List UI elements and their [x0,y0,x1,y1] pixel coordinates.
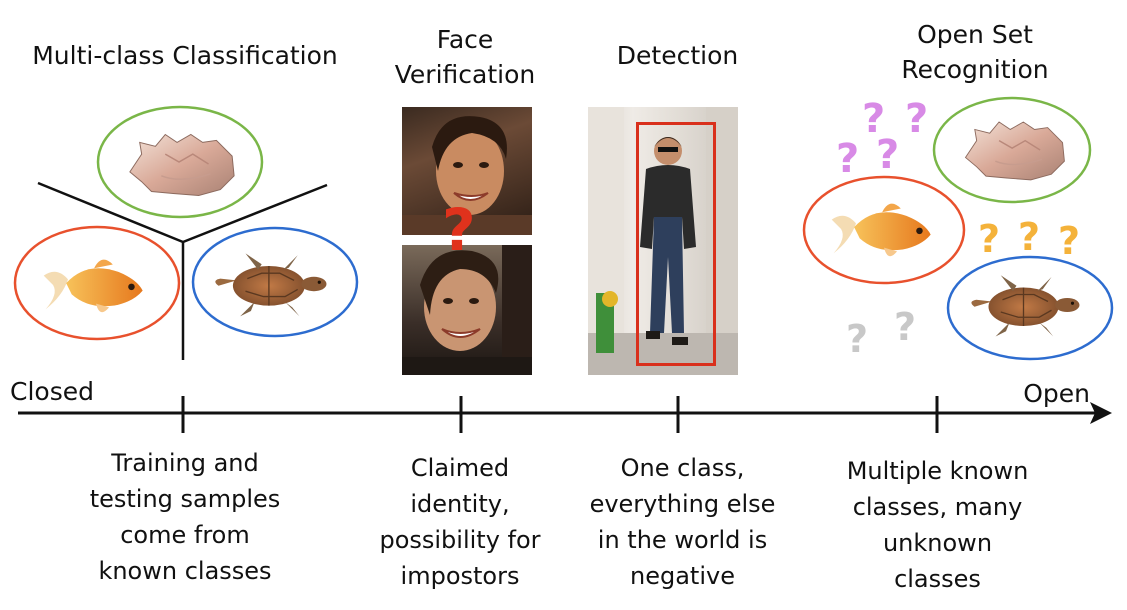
purple-unknowns: ? ? ? ? [836,96,928,182]
turtle-icon [970,274,1081,338]
heading-face-verification: Face Verification [394,25,536,89]
gray-unknowns: ? ? [846,305,916,361]
question-mark: ? [876,132,899,178]
open-green-ellipse [932,96,1092,204]
question-mark: ? [978,217,1000,261]
axis-arrowhead [1090,402,1112,424]
red-class-ellipse [13,225,181,341]
question-mark: ? [905,96,928,142]
heading-open-set: Open Set Recognition [901,20,1049,84]
question-mark: ? [1018,215,1040,259]
face-icon [402,245,532,375]
desc-multiclass: Training and testing samples come from k… [89,449,281,585]
shell-icon [964,121,1066,181]
axis-closed-label: Closed [10,377,94,406]
desc-detection: One class, everything else in the world … [589,454,776,590]
goldfish-icon [43,259,143,313]
question-mark: ? [894,305,916,349]
shell-icon [129,133,235,197]
heading-multiclass: Multi-class Classification [32,41,338,70]
question-mark: ? [862,96,885,142]
orange-unknowns: ? ? ? [978,215,1080,263]
partition-lines [37,181,328,360]
question-mark: ? [1058,219,1080,263]
turtle-icon [214,252,328,318]
question-mark: ? [846,317,868,361]
open-blue-ellipse [946,255,1114,361]
question-mark: ? [836,136,859,182]
red-question-mark: ? [442,196,476,264]
desc-open-set: Multiple known classes, many unknown cla… [846,457,1029,593]
closed-open-axis [18,396,1095,433]
axis-open-label: Open [1023,379,1090,408]
pedestrian-icon [588,107,738,375]
detection-box [636,122,716,366]
green-class-ellipse [96,105,264,219]
desc-face-verification: Claimed identity, possibility for impost… [379,454,541,590]
heading-detection: Detection [616,41,739,70]
goldfish-icon [831,203,931,257]
face-photo-bottom [402,245,532,375]
open-red-ellipse [802,175,966,285]
face-photo-top [402,107,532,235]
pedestrian-photo [588,107,738,375]
blue-class-ellipse [191,226,359,338]
face-icon [402,116,532,235]
